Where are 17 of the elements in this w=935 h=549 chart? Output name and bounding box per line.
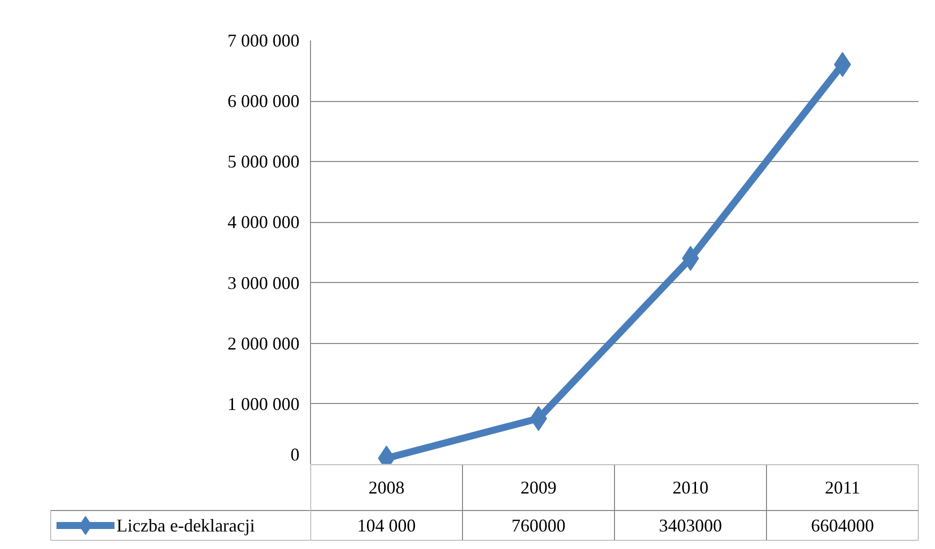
y-tick-label: 5 000 000 <box>228 152 300 172</box>
y-tick-label: 2 000 000 <box>228 333 300 354</box>
data-label: 104 000 <box>357 516 416 536</box>
data-label: 3403000 <box>659 516 722 536</box>
y-tick-label: 0 <box>290 444 300 464</box>
y-tick-label: 1 000 000 <box>228 394 300 414</box>
x-tick-label: 2011 <box>824 478 860 498</box>
x-tick-label: 2009 <box>520 478 556 498</box>
y-tick-label: 6 000 000 <box>228 91 300 112</box>
y-tick-label: 4 000 000 <box>228 212 300 232</box>
legend-label: Liczba e-deklaracji <box>116 516 255 536</box>
x-tick-label: 2010 <box>672 478 708 498</box>
data-label: 760000 <box>512 516 566 536</box>
y-tick-label: 3 000 000 <box>228 272 300 293</box>
y-tick-label: 7 000 000 <box>228 30 300 50</box>
x-tick-label: 2008 <box>368 478 404 498</box>
data-label: 6604000 <box>811 516 874 536</box>
